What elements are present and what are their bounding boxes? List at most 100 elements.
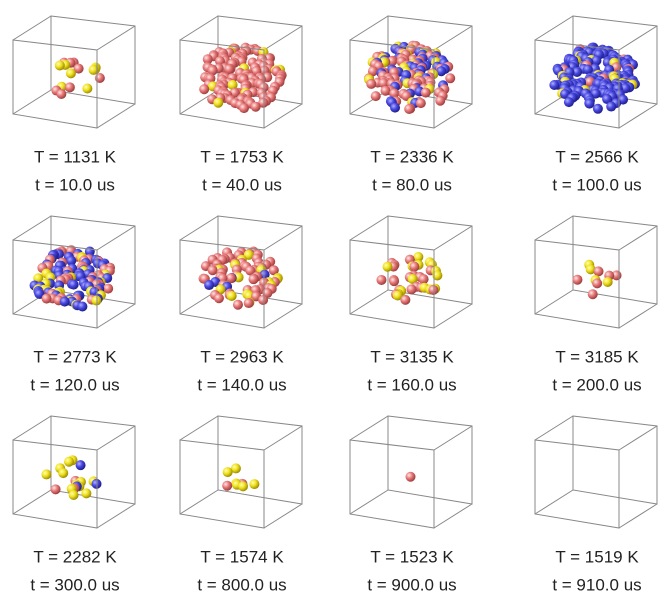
cube-edge (13, 90, 51, 114)
cube-edge (350, 290, 388, 314)
atom (404, 104, 414, 114)
cube-edge (180, 416, 218, 440)
cube-back-face (573, 416, 657, 504)
temperature-label: T = 1753 K (200, 147, 284, 166)
cube-edge (13, 216, 51, 240)
time-label: t = 40.0 us (202, 175, 282, 194)
cube-front-face (535, 440, 619, 528)
cube-edge (180, 216, 218, 240)
atom (82, 83, 92, 93)
cube-edge (619, 304, 657, 328)
atom (239, 103, 249, 113)
atom (214, 293, 224, 303)
time-label: t = 300.0 us (30, 575, 119, 594)
cube-edge (434, 26, 472, 50)
cube-front-face (350, 440, 434, 528)
atom (69, 490, 79, 500)
temperature-label: T = 1523 K (370, 547, 454, 566)
cube-edge (619, 104, 657, 128)
time-label: t = 80.0 us (372, 175, 452, 194)
atom (41, 469, 51, 479)
time-label: t = 140.0 us (197, 375, 286, 394)
atom (233, 300, 243, 310)
atom (244, 298, 254, 308)
atom (592, 278, 602, 288)
cube-edge (97, 26, 135, 50)
cube-edge (535, 216, 573, 240)
cube-edge (434, 104, 472, 128)
cube-edge (434, 426, 472, 450)
atom (406, 472, 416, 482)
temperature-label: T = 3135 K (370, 347, 454, 366)
atom (77, 301, 87, 311)
time-label: t = 800.0 us (197, 575, 286, 594)
atom (58, 468, 68, 478)
atom (208, 265, 218, 275)
atom (381, 86, 391, 96)
cube-edge (180, 490, 218, 514)
cube-back-face (573, 216, 657, 304)
atom (389, 276, 399, 286)
cube-edge (619, 26, 657, 50)
atom (223, 467, 233, 477)
cube-edge (97, 104, 135, 128)
atom (376, 275, 386, 285)
atom (69, 280, 79, 290)
atom (251, 102, 261, 112)
cube-front-face (13, 40, 97, 128)
cube-edge (535, 290, 573, 314)
atom (55, 60, 65, 70)
atom (585, 99, 595, 109)
atom (222, 481, 232, 491)
temperature-label: T = 2773 K (33, 347, 117, 366)
temperature-label: T = 1519 K (555, 547, 639, 566)
cube-edge (13, 16, 51, 40)
atom (606, 102, 616, 112)
temperature-label: T = 2336 K (370, 147, 454, 166)
atom (64, 457, 74, 467)
atom (603, 277, 613, 287)
atom (549, 80, 559, 90)
atom (42, 294, 52, 304)
cube-edge (180, 16, 218, 40)
atom (593, 104, 603, 114)
atom (594, 266, 604, 276)
atom (383, 262, 393, 272)
atom (445, 73, 455, 83)
atom (390, 103, 400, 113)
time-label: t = 160.0 us (367, 375, 456, 394)
atom (400, 295, 410, 305)
temperature-label: T = 1574 K (200, 547, 284, 566)
cube-edge (434, 226, 472, 250)
cube-edge (619, 226, 657, 250)
cube-edge (434, 504, 472, 528)
atom (76, 460, 86, 470)
atom (435, 96, 445, 106)
cube-edge (619, 426, 657, 450)
atom (66, 68, 76, 78)
cube-edge (350, 216, 388, 240)
cube-back-face (388, 416, 472, 504)
cube-edge (619, 504, 657, 528)
cube-edge (13, 490, 51, 514)
atom (421, 88, 431, 98)
temperature-label: T = 2963 K (200, 347, 284, 366)
cube-edge (434, 304, 472, 328)
time-label: t = 10.0 us (35, 175, 115, 194)
cube-edge (264, 304, 302, 328)
atom (409, 262, 419, 272)
atom (60, 297, 70, 307)
atom (238, 481, 248, 491)
cube-edge (264, 426, 302, 450)
atom (416, 98, 426, 108)
atom (249, 274, 259, 284)
atom (56, 89, 66, 99)
time-label: t = 100.0 us (552, 175, 641, 194)
atom (204, 280, 214, 290)
cube-edge (13, 416, 51, 440)
cube-edge (97, 504, 135, 528)
cube-edge (350, 416, 388, 440)
time-label: t = 200.0 us (552, 375, 641, 394)
cube-edge (264, 226, 302, 250)
cube-edge (97, 426, 135, 450)
